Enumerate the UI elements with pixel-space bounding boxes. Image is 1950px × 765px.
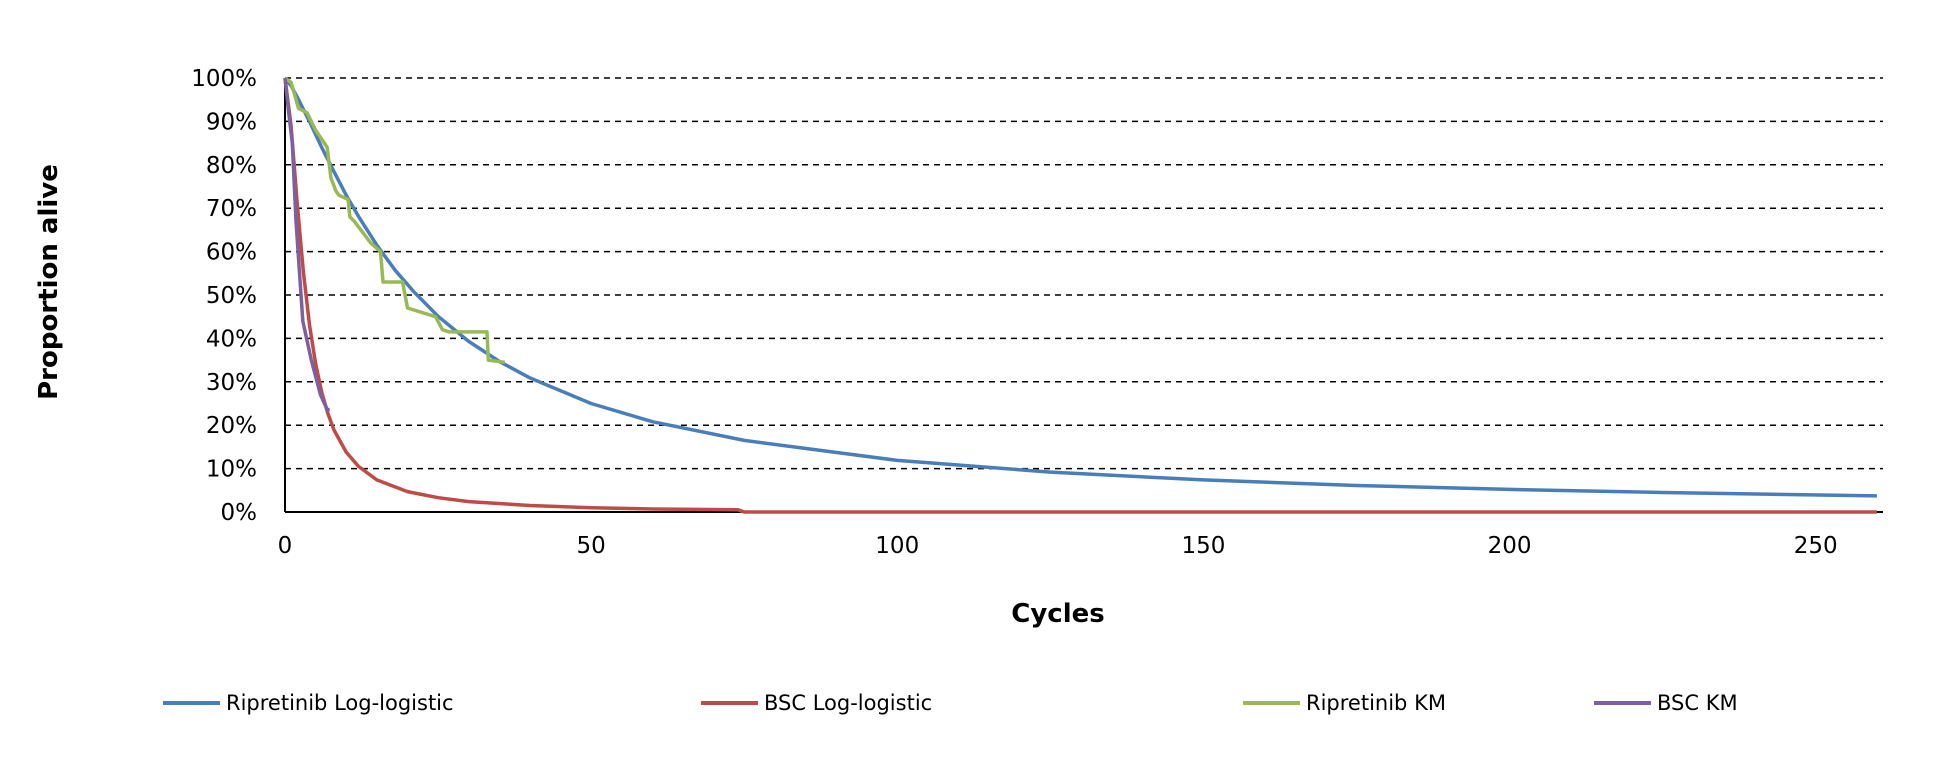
y-tick-label: 10% [206, 457, 257, 483]
legend-item-ripretinib-km: Ripretinib KM [1243, 686, 1446, 720]
legend: Ripretinib Log-logistic BSC Log-logistic… [0, 686, 1950, 720]
legend-label: BSC Log-logistic [764, 691, 933, 715]
legend-item-ripretinib-log-logistic: Ripretinib Log-logistic [163, 686, 454, 720]
legend-label: Ripretinib Log-logistic [226, 691, 454, 715]
series-line-bsc-log-logistic [283, 77, 1877, 514]
x-axis-ticks: 0 50 100 150 200 250 [278, 533, 1838, 559]
y-tick-label: 20% [206, 413, 257, 439]
y-tick-label: 80% [206, 153, 257, 179]
y-tick-label: 40% [206, 326, 257, 352]
y-axis-ticks: 0% 10% 20% 30% 40% 50% 60% 70% 80% 90% 100% [191, 66, 257, 526]
legend-swatch [701, 701, 758, 705]
legend-item-bsc-log-logistic: BSC Log-logistic [701, 686, 932, 720]
series-line-ripretinib-km [283, 76, 506, 365]
x-axis-title: Cycles [1011, 599, 1104, 629]
x-tick-label: 50 [576, 533, 605, 559]
y-tick-label: 0% [221, 500, 258, 526]
x-tick-label: 200 [1488, 533, 1532, 559]
legend-item-bsc-km: BSC KM [1594, 686, 1738, 720]
legend-label: BSC KM [1657, 691, 1738, 715]
y-tick-label: 30% [206, 370, 257, 396]
series-line-ripretinib-log-logistic [283, 76, 1877, 498]
x-tick-label: 250 [1794, 533, 1838, 559]
x-tick-label: 150 [1181, 533, 1225, 559]
y-tick-label: 70% [206, 196, 257, 222]
legend-swatch [163, 701, 220, 705]
gridlines [285, 77, 1883, 470]
legend-swatch [1243, 701, 1300, 705]
y-axis-title: Proportion alive [34, 164, 64, 400]
x-tick-label: 0 [278, 533, 293, 559]
y-tick-label: 60% [206, 240, 257, 266]
legend-swatch [1594, 701, 1651, 705]
series-lines [283, 76, 1877, 514]
y-tick-label: 50% [206, 283, 257, 309]
x-tick-label: 100 [875, 533, 919, 559]
legend-label: Ripretinib KM [1306, 691, 1446, 715]
y-tick-label: 100% [191, 66, 257, 92]
y-tick-label: 90% [206, 109, 257, 135]
series-line-bsc-km [283, 77, 330, 412]
